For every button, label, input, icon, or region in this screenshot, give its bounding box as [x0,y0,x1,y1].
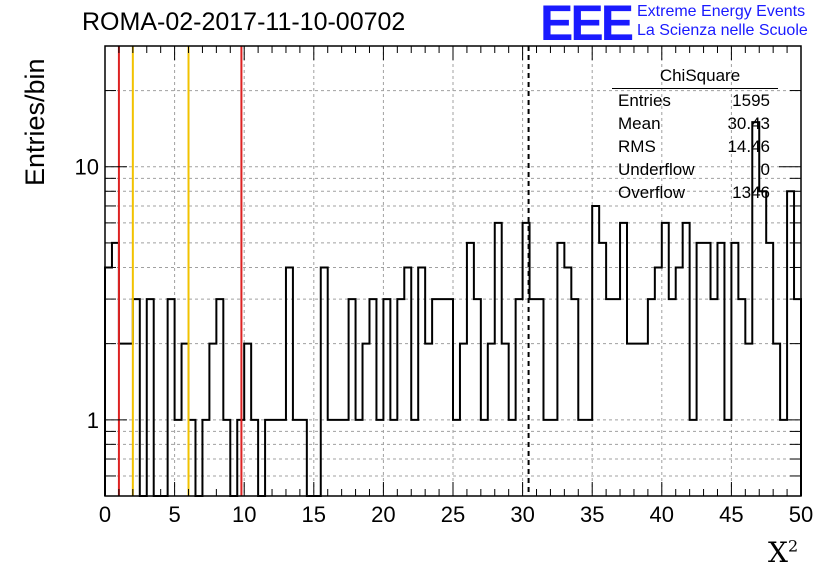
x-tick-label: 50 [789,502,813,527]
stats-box: ChiSquare Entries 1595 Mean 30.43 RMS 14… [612,64,778,204]
stats-label: RMS [618,137,656,156]
chart-title: ROMA-02-2017-11-10-00702 [82,8,406,36]
stats-value: 14.46 [727,137,770,156]
stats-title: ChiSquare [612,64,778,89]
stats-row-mean: Mean 30.43 [612,112,778,135]
x-tick-label: 30 [510,502,534,527]
histogram-series [104,121,802,497]
y-axis-label: Entries/bin [20,58,50,186]
x-tick-label: 10 [232,502,256,527]
stats-value: 1595 [732,91,770,110]
logo-line-2: La Scienza nelle Scuole [637,22,808,39]
y-tick-label: 1 [87,408,99,433]
x-tick-label: 15 [302,502,326,527]
y-tick-label: 10 [75,155,99,180]
x-tick-label: 5 [168,502,180,527]
logo-line-1: Extreme Energy Events [637,3,806,20]
eee-logo-mark: EEE [540,0,634,51]
stats-value: 1346 [732,183,770,202]
stats-label: Underflow [618,160,695,179]
stats-label: Overflow [618,183,686,202]
x-tick-label: 0 [99,502,111,527]
stats-value: 0 [760,160,770,179]
stats-label: Mean [618,114,661,133]
stats-label: Entries [618,91,671,110]
eee-logo: EEE Extreme Energy Events La Scienza nel… [540,0,836,51]
stats-value: 30.43 [727,114,770,133]
stats-row-overflow: Overflow 1346 [612,181,778,204]
stats-row-rms: RMS 14.46 [612,135,778,158]
x-tick-label: 35 [580,502,604,527]
stats-row-entries: Entries 1595 [612,89,778,112]
x-tick-label: 40 [650,502,674,527]
x-tick-label: 25 [441,502,465,527]
x-axis-label: X2 [768,536,799,569]
x-tick-label: 45 [719,502,743,527]
stats-row-underflow: Underflow 0 [612,158,778,181]
x-tick-label: 20 [371,502,395,527]
